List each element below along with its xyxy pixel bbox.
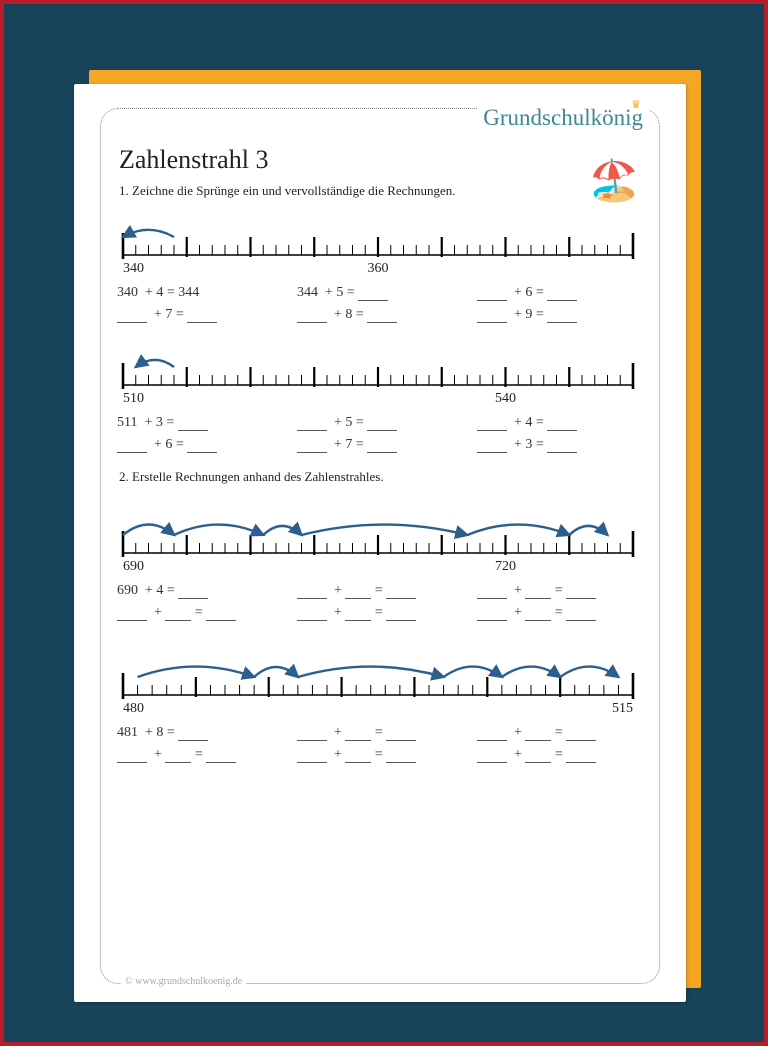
equation: + = (477, 583, 643, 599)
equation: + 6 = (477, 285, 643, 301)
numberline-4: 480 515 (117, 637, 643, 715)
equation: + 7 = (117, 307, 283, 323)
task-1-instruction: 1. Zeichne die Sprünge ein und vervollst… (119, 183, 643, 199)
equation: + = (477, 605, 643, 621)
mascot-illustration: 🏖️ (583, 161, 645, 223)
equation: + = (117, 605, 283, 621)
svg-text:480: 480 (123, 701, 144, 715)
crown-icon: ♛ (631, 98, 641, 111)
equation: + 4 = (477, 415, 643, 431)
equation: 344 + 5 = (297, 285, 463, 301)
equation: + = (477, 747, 643, 763)
worksheet-title: Zahlenstrahl 3 (119, 145, 643, 175)
brand-text: Grundschulkönig (483, 105, 643, 130)
equation: + = (297, 583, 463, 599)
page-footer: © www.grundschulkoenig.de (121, 976, 246, 987)
svg-text:515: 515 (612, 701, 633, 715)
equations-2: 511 + 3 = + 5 = + 4 = + 6 = + 7 = + 3 = (117, 415, 643, 453)
equation: + 6 = (117, 437, 283, 453)
equation: 481 + 8 = (117, 725, 283, 741)
svg-text:720: 720 (495, 559, 516, 573)
equation: 511 + 3 = (117, 415, 283, 431)
svg-text:540: 540 (495, 391, 516, 405)
equation: 340 + 4 = 344 (117, 285, 283, 301)
equation: + 5 = (297, 415, 463, 431)
numberline-1: 340 360 (117, 209, 643, 275)
equation: + 3 = (477, 437, 643, 453)
equation: + 9 = (477, 307, 643, 323)
svg-text:340: 340 (123, 261, 144, 275)
page-frame: ♛ Grundschulkönig 🏖️ Zahlenstrahl 3 1. Z… (100, 108, 660, 984)
equation: + = (117, 747, 283, 763)
task-2-instruction: 2. Erstelle Rechnungen anhand des Zahlen… (119, 469, 643, 485)
svg-text:510: 510 (123, 391, 144, 405)
equations-4: 481 + 8 = + = + = + = + = + = (117, 725, 643, 763)
svg-text:360: 360 (368, 261, 389, 275)
svg-text:690: 690 (123, 559, 144, 573)
equations-3: 690 + 4 = + = + = + = + = + = (117, 583, 643, 621)
numberline-3: 690 720 (117, 495, 643, 573)
equation: + 7 = (297, 437, 463, 453)
equations-1: 340 + 4 = 344 344 + 5 = + 6 = + 7 = + 8 =… (117, 285, 643, 323)
brand-logo: ♛ Grundschulkönig (477, 105, 649, 131)
numberline-2: 510 540 (117, 339, 643, 405)
equation: + = (477, 725, 643, 741)
equation: + = (297, 605, 463, 621)
worksheet-page: ♛ Grundschulkönig 🏖️ Zahlenstrahl 3 1. Z… (74, 84, 686, 1002)
equation: + 8 = (297, 307, 463, 323)
equation: 690 + 4 = (117, 583, 283, 599)
equation: + = (297, 725, 463, 741)
equation: + = (297, 747, 463, 763)
